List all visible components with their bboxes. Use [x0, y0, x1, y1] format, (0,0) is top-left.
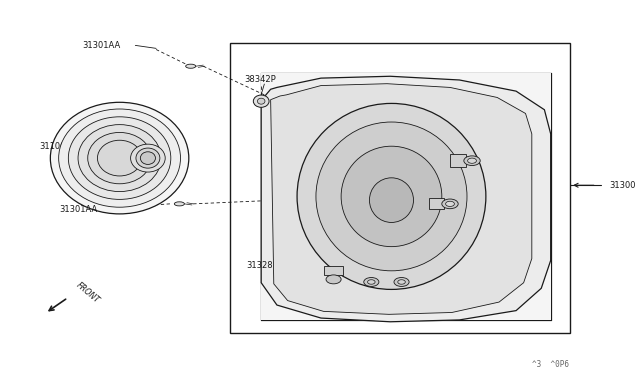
Ellipse shape — [78, 125, 161, 192]
Text: 31301A: 31301A — [442, 216, 474, 225]
Ellipse shape — [341, 146, 442, 247]
Ellipse shape — [316, 122, 467, 271]
Polygon shape — [261, 76, 550, 322]
Text: 31100: 31100 — [40, 142, 66, 151]
Polygon shape — [324, 266, 343, 275]
Text: 31301A: 31301A — [413, 118, 445, 127]
Ellipse shape — [369, 178, 413, 222]
Text: ^3  ^0P6: ^3 ^0P6 — [532, 360, 569, 369]
Ellipse shape — [68, 117, 171, 199]
Ellipse shape — [51, 102, 189, 214]
Text: 31301AA: 31301AA — [60, 205, 98, 214]
Polygon shape — [450, 154, 466, 167]
Circle shape — [326, 275, 341, 284]
Circle shape — [398, 280, 405, 284]
Circle shape — [367, 280, 375, 284]
Ellipse shape — [257, 98, 265, 104]
Ellipse shape — [140, 152, 156, 164]
Text: 31328: 31328 — [246, 261, 273, 270]
Bar — [230, 43, 570, 333]
Ellipse shape — [131, 144, 165, 172]
Text: 31301A: 31301A — [366, 256, 399, 265]
Text: 31300: 31300 — [609, 181, 636, 190]
Text: 31328E: 31328E — [417, 192, 449, 201]
Circle shape — [364, 278, 379, 286]
Circle shape — [468, 158, 476, 163]
Ellipse shape — [174, 202, 184, 206]
Ellipse shape — [59, 109, 180, 207]
Polygon shape — [271, 84, 532, 314]
Polygon shape — [261, 73, 550, 320]
Text: 38342P: 38342P — [244, 76, 276, 84]
Ellipse shape — [136, 148, 160, 168]
Ellipse shape — [253, 95, 269, 108]
Circle shape — [464, 156, 480, 166]
Circle shape — [442, 199, 458, 209]
Text: 31328E: 31328E — [365, 146, 397, 155]
Ellipse shape — [186, 64, 196, 68]
Circle shape — [445, 201, 454, 206]
Text: 31301AA: 31301AA — [82, 41, 120, 50]
Ellipse shape — [297, 103, 486, 289]
Text: FRONT: FRONT — [74, 281, 101, 305]
Polygon shape — [429, 198, 444, 209]
Ellipse shape — [97, 140, 141, 176]
Ellipse shape — [88, 132, 152, 184]
Circle shape — [394, 278, 409, 286]
Text: 31329E: 31329E — [294, 288, 326, 296]
